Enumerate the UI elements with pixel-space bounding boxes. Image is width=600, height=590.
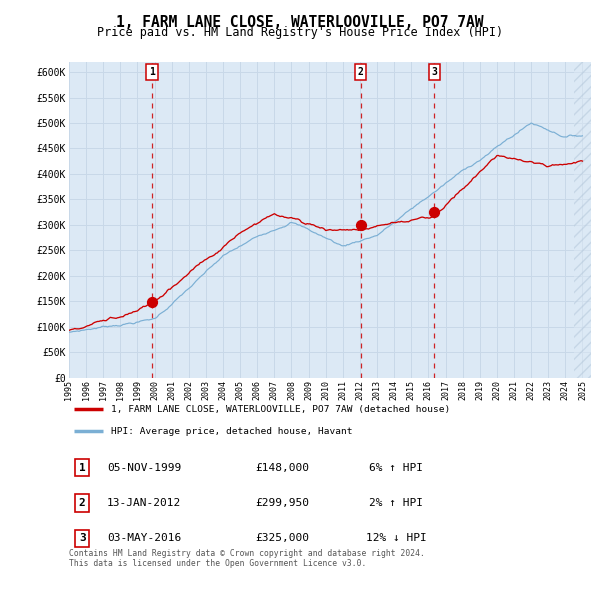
Text: 1, FARM LANE CLOSE, WATERLOOVILLE, PO7 7AW: 1, FARM LANE CLOSE, WATERLOOVILLE, PO7 7… — [116, 15, 484, 30]
Text: 03-MAY-2016: 03-MAY-2016 — [107, 533, 181, 543]
Point — [356, 220, 365, 230]
Text: £325,000: £325,000 — [255, 533, 309, 543]
Text: 3: 3 — [431, 67, 437, 77]
Polygon shape — [574, 62, 591, 378]
Text: 6% ↑ HPI: 6% ↑ HPI — [369, 463, 423, 473]
Text: 12% ↓ HPI: 12% ↓ HPI — [365, 533, 427, 543]
Text: 2% ↑ HPI: 2% ↑ HPI — [369, 498, 423, 508]
Text: 05-NOV-1999: 05-NOV-1999 — [107, 463, 181, 473]
Text: 1: 1 — [79, 463, 86, 473]
Text: Contains HM Land Registry data © Crown copyright and database right 2024.: Contains HM Land Registry data © Crown c… — [69, 549, 425, 558]
Text: Price paid vs. HM Land Registry's House Price Index (HPI): Price paid vs. HM Land Registry's House … — [97, 26, 503, 39]
Text: HPI: Average price, detached house, Havant: HPI: Average price, detached house, Hava… — [111, 427, 352, 436]
Text: £299,950: £299,950 — [255, 498, 309, 508]
Text: 2: 2 — [358, 67, 364, 77]
Point — [147, 297, 157, 307]
Text: 13-JAN-2012: 13-JAN-2012 — [107, 498, 181, 508]
Text: 1: 1 — [149, 67, 155, 77]
Point — [430, 208, 439, 217]
Text: £148,000: £148,000 — [255, 463, 309, 473]
Text: 3: 3 — [79, 533, 86, 543]
Text: This data is licensed under the Open Government Licence v3.0.: This data is licensed under the Open Gov… — [69, 559, 367, 568]
Text: 1, FARM LANE CLOSE, WATERLOOVILLE, PO7 7AW (detached house): 1, FARM LANE CLOSE, WATERLOOVILLE, PO7 7… — [111, 405, 450, 414]
Text: 2: 2 — [79, 498, 86, 508]
